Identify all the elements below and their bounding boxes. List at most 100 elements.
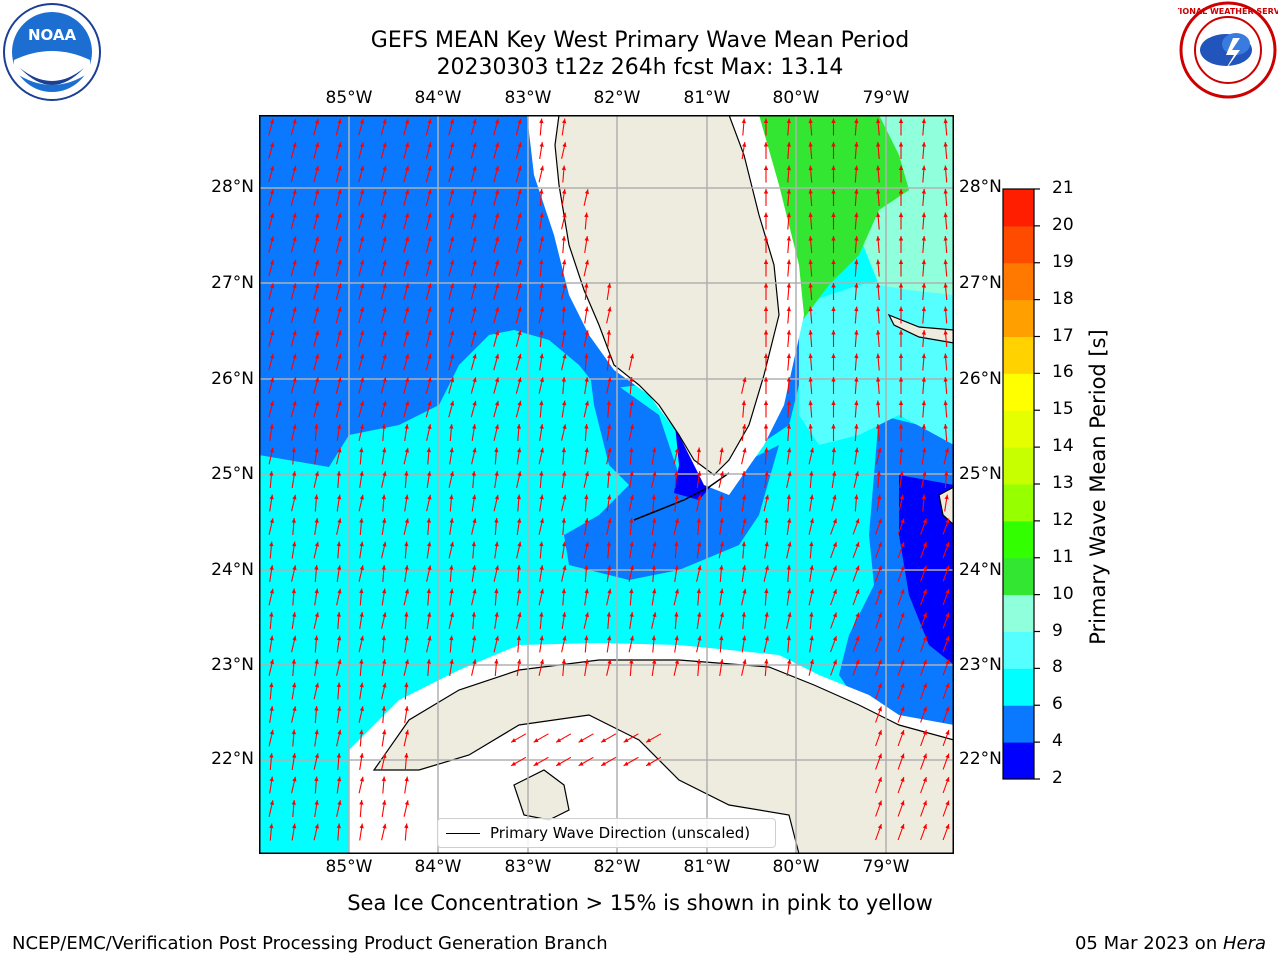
- wave-arrow-head: [539, 494, 544, 500]
- wave-arrow-head: [517, 212, 522, 218]
- wave-arrow-head: [472, 424, 477, 429]
- wave-arrow-head: [561, 377, 566, 382]
- wave-arrow-head: [292, 424, 297, 430]
- lon-tick-top: 80°W: [772, 88, 820, 108]
- wave-arrow-head: [943, 259, 948, 265]
- wave-arrow-head: [943, 142, 948, 147]
- wave-arrow-head: [943, 283, 948, 288]
- wave-arrow-head: [922, 471, 927, 477]
- lon-tick-top: 85°W: [325, 88, 373, 108]
- wave-arrow-head: [449, 212, 455, 218]
- wave-arrow-head: [742, 377, 747, 383]
- wave-arrow-head: [359, 377, 365, 383]
- wave-arrow-head: [944, 447, 949, 453]
- wave-arrow-head: [945, 518, 950, 524]
- wave-arrow-head: [629, 377, 634, 382]
- wave-arrow-head: [855, 518, 860, 524]
- lon-tick-top: 81°W: [683, 88, 731, 108]
- lat-tick-left: 26°N: [211, 369, 254, 389]
- wave-arrow-head: [855, 589, 860, 594]
- wave-arrow-head: [943, 189, 948, 194]
- wave-arrow-head: [494, 471, 499, 476]
- wave-arrow-head: [539, 236, 544, 242]
- wave-arrow-head: [359, 236, 365, 242]
- wave-arrow-head: [900, 518, 905, 524]
- wave-arrow-head: [539, 471, 544, 476]
- wave-arrow-head: [382, 659, 387, 664]
- map-gridlines: [259, 115, 954, 854]
- wave-arrow-head: [359, 447, 364, 453]
- wave-arrow-head: [314, 236, 320, 242]
- wave-arrow-head: [922, 542, 927, 547]
- wave-arrow-head: [742, 518, 747, 524]
- wave-arrow-head: [517, 259, 522, 265]
- wave-arrow-head: [449, 588, 454, 594]
- wave-arrow-head: [533, 761, 539, 766]
- lat-tick-left: 28°N: [211, 177, 254, 197]
- wave-arrow-head: [786, 212, 791, 218]
- wave-arrow-head: [808, 306, 813, 312]
- wave-arrow-head: [359, 400, 365, 406]
- wave-arrow-head: [652, 612, 657, 618]
- wave-arrow-head: [719, 588, 724, 594]
- wave-arrow-head: [269, 306, 275, 312]
- wave-arrow-head: [652, 518, 657, 523]
- wave-arrow-head: [404, 823, 409, 829]
- wave-arrow-head: [922, 447, 927, 453]
- wave-arrow-head: [831, 400, 836, 405]
- wave-arrow-head: [831, 306, 836, 311]
- wave-arrow-head: [922, 565, 927, 571]
- wave-arrow-head: [787, 541, 792, 547]
- wave-arrow-head: [472, 236, 477, 242]
- wave-arrow-head: [494, 330, 500, 336]
- wave-arrow-head: [900, 730, 905, 735]
- wave-arrow-head: [427, 142, 432, 148]
- wave-arrow-head: [900, 636, 905, 641]
- wave-arrow-head: [900, 612, 905, 618]
- wave-arrow-head: [269, 682, 274, 688]
- lon-tick-bottom: 81°W: [683, 857, 731, 877]
- wave-arrow-head: [945, 636, 950, 641]
- wave-arrow-head: [314, 776, 319, 782]
- land-florida: [554, 115, 780, 476]
- wave-arrow-head: [404, 259, 410, 265]
- wave-arrow-head: [511, 761, 517, 766]
- wave-arrow-head: [763, 377, 769, 382]
- wave-arrow-head: [359, 424, 364, 430]
- wave-arrow-head: [562, 494, 567, 500]
- wave-arrow-head: [494, 447, 499, 453]
- wave-arrow-head: [381, 494, 386, 500]
- wave-arrow-head: [427, 353, 432, 359]
- colorbar-segment: [1003, 705, 1034, 743]
- wave-arrow-head: [314, 729, 319, 735]
- wave-arrow-head: [629, 400, 634, 406]
- wave-direction-arrows: [268, 118, 950, 841]
- wave-arrow-head: [809, 612, 814, 617]
- lat-tick-right: 24°N: [959, 560, 1002, 580]
- wave-arrow-head: [291, 659, 296, 664]
- wave-arrow-head: [517, 541, 522, 547]
- wave-arrow-head: [629, 565, 634, 571]
- wave-arrow-head: [539, 400, 544, 406]
- wave-arrow-head: [763, 283, 769, 288]
- wave-arrow-head: [269, 165, 275, 171]
- wave-arrow-head: [808, 377, 813, 382]
- wave-arrow-head: [494, 189, 500, 195]
- wave-arrow-head: [291, 518, 296, 523]
- wave-arrow-head: [922, 777, 927, 782]
- wave-arrow-head: [382, 682, 387, 688]
- wave-arrow-head: [404, 635, 409, 641]
- wave-arrow-head: [629, 635, 634, 641]
- wave-arrow-head: [787, 612, 792, 618]
- wave-arrow-head: [292, 753, 297, 758]
- wave-arrow-head: [472, 259, 477, 265]
- wave-arrow-head: [652, 588, 657, 594]
- wave-arrow-head: [763, 306, 769, 311]
- wave-arrow-head: [945, 753, 950, 759]
- wave-arrow-head: [539, 353, 544, 359]
- wave-arrow-head: [404, 471, 409, 476]
- wave-arrow-head: [786, 142, 791, 147]
- wave-arrow-head: [697, 471, 702, 476]
- wave-arrow-head: [741, 118, 746, 124]
- wave-arrow-head: [449, 565, 454, 570]
